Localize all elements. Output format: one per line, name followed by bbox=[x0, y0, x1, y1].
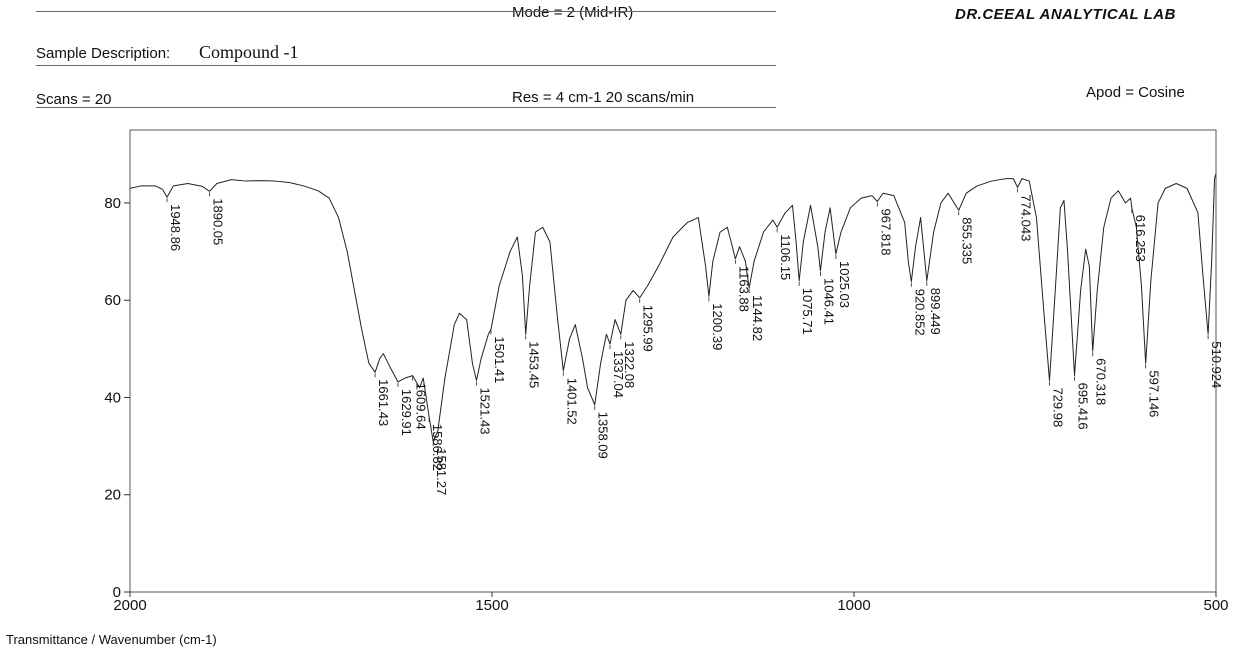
peak-label: 1106.15 bbox=[778, 234, 793, 280]
peak-label: 1075.71 bbox=[800, 288, 815, 335]
peak-label: 1358.09 bbox=[596, 412, 611, 459]
peak-label: 1295.99 bbox=[641, 305, 656, 352]
x-axis-ticks: 2000 1500 1000 500 bbox=[113, 592, 1228, 614]
y-tick-label: 60 bbox=[104, 292, 121, 309]
peak-label: 597.146 bbox=[1147, 370, 1162, 417]
peak-label: 1521.43 bbox=[477, 387, 492, 434]
y-tick-label: 20 bbox=[104, 487, 121, 504]
peak-label: 510.924 bbox=[1209, 341, 1224, 388]
chart-axes bbox=[130, 130, 1216, 592]
peak-label: 1401.52 bbox=[564, 378, 579, 425]
peak-label: 1890.05 bbox=[211, 198, 226, 245]
peak-label: 1948.86 bbox=[168, 204, 183, 251]
peak-label: 1163.88 bbox=[736, 266, 751, 312]
y-tick-label: 80 bbox=[104, 195, 121, 212]
peak-label: 616.253 bbox=[1133, 215, 1148, 262]
peak-label: 920.852 bbox=[912, 289, 927, 336]
peak-label: 1144.82 bbox=[750, 295, 765, 341]
peak-label: 855.335 bbox=[960, 217, 975, 264]
x-tick-label: 500 bbox=[1203, 597, 1228, 614]
y-tick-label: 40 bbox=[104, 389, 121, 406]
y-tick-label: 0 bbox=[113, 584, 121, 601]
x-axis-label: Transmittance / Wavenumber (cm-1) bbox=[6, 632, 217, 647]
x-tick-label: 1500 bbox=[475, 597, 508, 614]
peak-label: 729.98 bbox=[1050, 387, 1065, 427]
y-axis-ticks: 0 20 40 60 80 bbox=[104, 195, 130, 601]
peak-label: 967.818 bbox=[878, 208, 893, 255]
peak-label: 1025.03 bbox=[837, 261, 852, 308]
peak-label: 1200.39 bbox=[710, 303, 725, 350]
peak-label: 1046.41 bbox=[821, 278, 836, 325]
peak-label: 1501.41 bbox=[492, 336, 507, 383]
plot-frame bbox=[130, 130, 1216, 592]
peak-label: 670.318 bbox=[1094, 358, 1109, 405]
peak-label: 899.449 bbox=[928, 288, 943, 335]
peak-label: 1453.45 bbox=[527, 341, 542, 388]
peak-label: 1661.43 bbox=[376, 379, 391, 426]
x-tick-label: 1000 bbox=[837, 597, 870, 614]
peak-label: 1629.91 bbox=[399, 389, 414, 436]
peak-label: 1581.27 bbox=[434, 448, 449, 495]
peak-label: 774.043 bbox=[1019, 194, 1034, 241]
peak-label: 695.416 bbox=[1076, 383, 1091, 430]
peak-label: 1322.08 bbox=[622, 341, 637, 388]
peak-label: 1609.64 bbox=[414, 383, 429, 430]
